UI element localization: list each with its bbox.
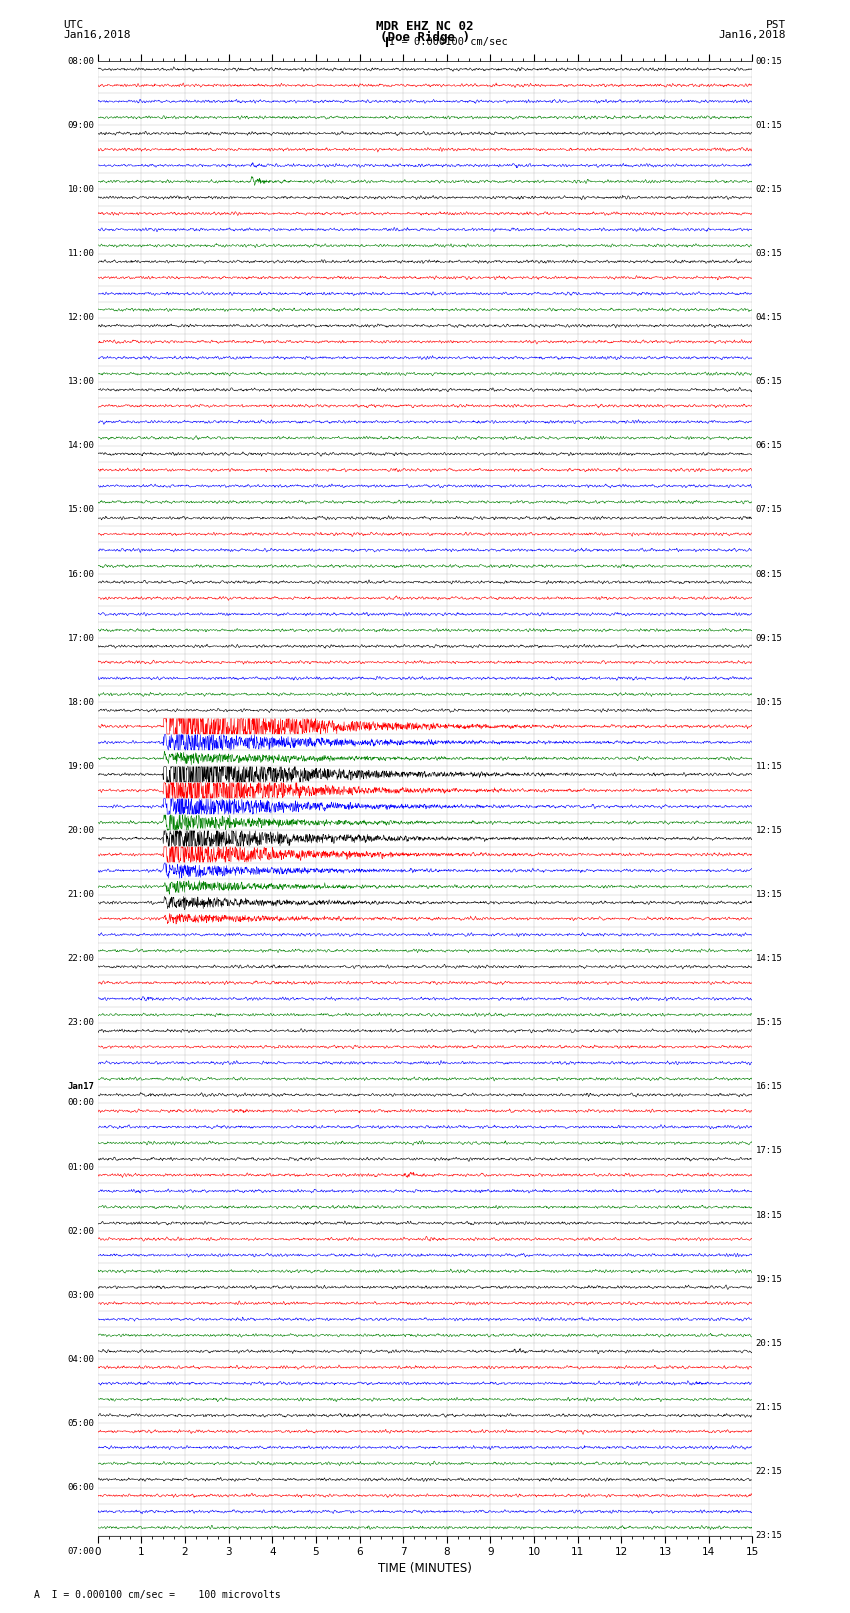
Text: 15:15: 15:15 [756,1018,782,1027]
Text: 10:00: 10:00 [68,185,94,194]
Text: 18:00: 18:00 [68,698,94,706]
Text: 05:00: 05:00 [68,1419,94,1428]
Text: 06:00: 06:00 [68,1482,94,1492]
Text: 16:15: 16:15 [756,1082,782,1092]
Text: 20:00: 20:00 [68,826,94,836]
Text: PST: PST [766,19,786,31]
Text: 01:15: 01:15 [756,121,782,131]
Text: 00:00: 00:00 [68,1098,94,1108]
Text: (Doe Ridge ): (Doe Ridge ) [380,31,470,44]
Text: 22:15: 22:15 [756,1466,782,1476]
Text: 21:00: 21:00 [68,890,94,898]
Text: UTC: UTC [64,19,84,31]
Text: 23:15: 23:15 [756,1531,782,1540]
Text: 12:00: 12:00 [68,313,94,323]
Text: 19:15: 19:15 [756,1274,782,1284]
Text: 10:15: 10:15 [756,698,782,706]
Text: 22:00: 22:00 [68,955,94,963]
Text: 08:15: 08:15 [756,569,782,579]
Text: 04:15: 04:15 [756,313,782,323]
Text: 23:00: 23:00 [68,1018,94,1027]
Text: 13:00: 13:00 [68,377,94,386]
Text: 20:15: 20:15 [756,1339,782,1348]
Text: 03:15: 03:15 [756,248,782,258]
Text: 19:00: 19:00 [68,761,94,771]
Text: 07:00: 07:00 [68,1547,94,1557]
Text: 14:00: 14:00 [68,442,94,450]
Text: 17:15: 17:15 [756,1147,782,1155]
Text: 13:15: 13:15 [756,890,782,898]
Text: 08:00: 08:00 [68,56,94,66]
Text: 14:15: 14:15 [756,955,782,963]
Text: 00:15: 00:15 [756,56,782,66]
Text: 04:00: 04:00 [68,1355,94,1365]
Text: 18:15: 18:15 [756,1211,782,1219]
Text: 21:15: 21:15 [756,1403,782,1411]
Text: 02:00: 02:00 [68,1226,94,1236]
Text: MDR EHZ NC 02: MDR EHZ NC 02 [377,19,473,34]
Text: 11:15: 11:15 [756,761,782,771]
Text: 02:15: 02:15 [756,185,782,194]
Text: 05:15: 05:15 [756,377,782,386]
Text: 16:00: 16:00 [68,569,94,579]
Text: I = 0.000100 cm/sec: I = 0.000100 cm/sec [389,37,508,47]
Text: Jan16,2018: Jan16,2018 [719,31,786,40]
Text: 09:00: 09:00 [68,121,94,131]
X-axis label: TIME (MINUTES): TIME (MINUTES) [378,1561,472,1574]
Text: 12:15: 12:15 [756,826,782,836]
Text: 07:15: 07:15 [756,505,782,515]
Text: A  I = 0.000100 cm/sec =    100 microvolts: A I = 0.000100 cm/sec = 100 microvolts [34,1590,280,1600]
Text: 06:15: 06:15 [756,442,782,450]
Text: 09:15: 09:15 [756,634,782,642]
Text: 03:00: 03:00 [68,1290,94,1300]
Text: Jan17: Jan17 [68,1082,94,1092]
Text: 01:00: 01:00 [68,1163,94,1171]
Text: 17:00: 17:00 [68,634,94,642]
Text: 15:00: 15:00 [68,505,94,515]
Text: Jan16,2018: Jan16,2018 [64,31,131,40]
Text: 11:00: 11:00 [68,248,94,258]
